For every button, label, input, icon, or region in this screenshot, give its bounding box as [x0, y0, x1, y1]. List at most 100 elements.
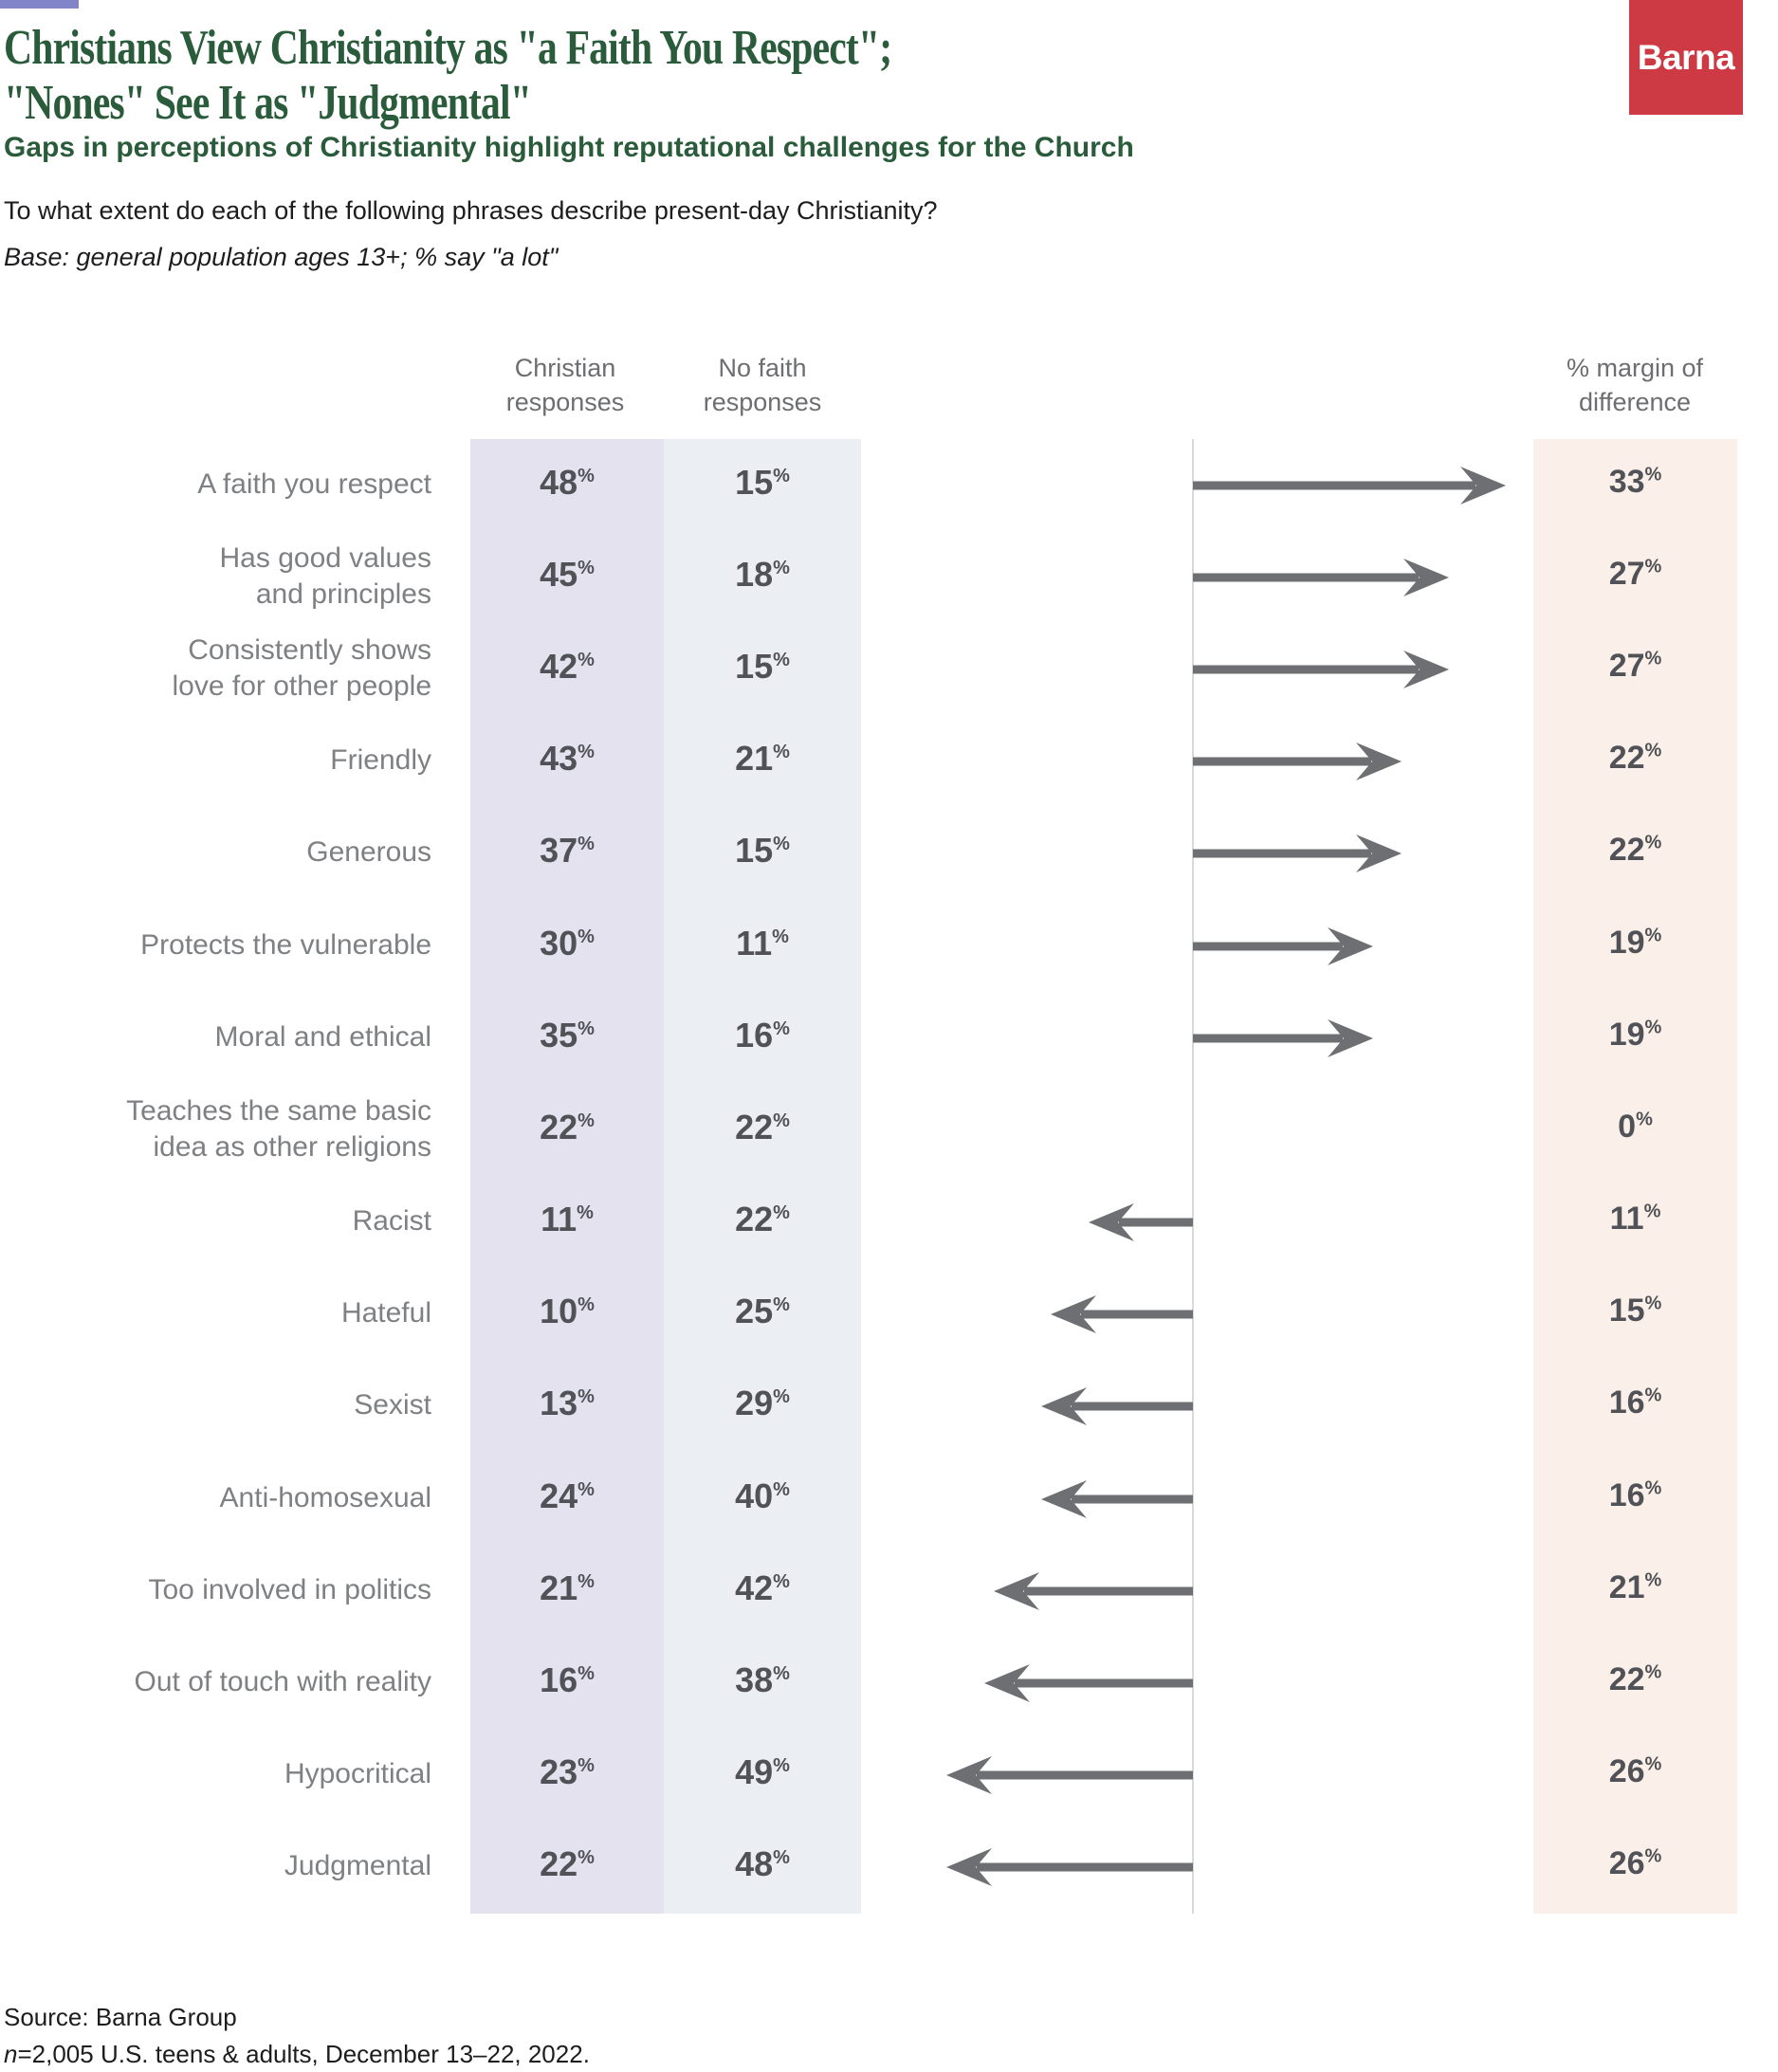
no-faith-value: 48% [664, 1844, 861, 1884]
logo-text: Barna [1637, 37, 1735, 77]
value-number: 38 [735, 1660, 774, 1700]
margin-value: 27% [1533, 648, 1737, 685]
no-faith-value: 16% [664, 1016, 861, 1055]
percent-sign: % [773, 1386, 790, 1408]
percent-sign: % [1643, 1201, 1661, 1222]
percent-sign: % [773, 1847, 790, 1869]
christian-value: 42% [470, 647, 664, 687]
value-number: 49 [735, 1752, 774, 1792]
right-arrow [1193, 926, 1373, 965]
value-number: 13 [540, 1384, 578, 1423]
percent-sign: % [1644, 740, 1662, 761]
value-number: 33 [1608, 463, 1645, 500]
row-label: Hypocritical [284, 1758, 431, 1790]
value-number: 16 [1608, 1384, 1645, 1421]
barna-logo: Barna [1629, 0, 1743, 115]
margin-value: 22% [1533, 1661, 1737, 1698]
margin-value: 15% [1533, 1293, 1737, 1329]
christian-value: 16% [470, 1660, 664, 1700]
page-title: Christians View Christianity as "a Faith… [4, 21, 1066, 131]
no-faith-value: 42% [664, 1568, 861, 1608]
christian-value: 13% [470, 1384, 664, 1423]
percent-sign: % [577, 1109, 595, 1131]
row-label: Too involved in politics [148, 1573, 432, 1605]
row-label: Generous [306, 836, 431, 869]
title-line-2: "Nones" See It as "Judgmental" [4, 76, 532, 131]
percent-sign: % [1644, 556, 1662, 578]
percent-sign: % [1644, 1017, 1662, 1038]
value-number: 37 [540, 831, 578, 871]
column-header-margin: % margin of difference [1566, 354, 1704, 417]
percent-sign: % [1636, 1109, 1653, 1130]
value-number: 22 [1608, 1661, 1645, 1698]
left-arrow [1041, 1479, 1193, 1518]
value-number: 42 [735, 1568, 774, 1607]
percent-sign: % [1644, 1569, 1662, 1591]
value-number: 11 [1609, 1201, 1644, 1238]
row-label: Protects the vulnerable [140, 928, 431, 961]
value-number: 25 [735, 1292, 774, 1331]
row-label: Friendly [330, 744, 431, 777]
value-number: 11 [541, 1200, 577, 1239]
percent-sign: % [577, 1202, 594, 1224]
percent-sign: % [1644, 1477, 1662, 1499]
percent-sign: % [773, 1755, 790, 1777]
row-label: Moral and ethical [214, 1020, 431, 1053]
accent-bar [0, 0, 79, 9]
no-faith-value: 38% [664, 1660, 861, 1700]
christian-value: 35% [470, 1016, 664, 1055]
value-number: 16 [1608, 1476, 1645, 1513]
percent-sign: % [773, 1202, 790, 1224]
row-label: Hateful [340, 1297, 431, 1329]
margin-value: 19% [1533, 1017, 1737, 1054]
percent-sign: % [773, 1018, 790, 1039]
value-number: 15 [735, 646, 774, 686]
value-number: 22 [1608, 832, 1645, 869]
right-arrow [1193, 1018, 1373, 1057]
no-faith-value: 15% [664, 831, 861, 871]
percent-sign: % [773, 465, 790, 486]
value-number: 40 [735, 1476, 774, 1515]
percent-sign: % [577, 1294, 595, 1316]
title-line-1: Christians View Christianity as "a Faith… [4, 21, 892, 75]
arrow-baseline [1192, 439, 1194, 1914]
christian-value: 45% [470, 555, 664, 595]
no-faith-value: 11% [664, 924, 861, 963]
percent-sign: % [577, 1847, 595, 1869]
row-label: Judgmental [284, 1850, 431, 1882]
value-number: 43 [540, 739, 578, 779]
value-number: 15 [735, 831, 774, 871]
christian-value: 22% [470, 1844, 664, 1884]
percent-sign: % [773, 1109, 790, 1131]
percent-sign: % [1644, 648, 1662, 669]
percent-sign: % [577, 742, 595, 763]
value-number: 29 [735, 1384, 774, 1423]
right-arrow [1193, 650, 1449, 688]
page-subtitle: Gaps in perceptions of Christianity high… [4, 132, 1134, 163]
value-number: 16 [735, 1015, 774, 1054]
percent-sign: % [772, 926, 789, 947]
value-number: 19 [1608, 924, 1645, 961]
value-number: 16 [540, 1660, 578, 1700]
no-faith-value: 15% [664, 647, 861, 687]
percent-sign: % [773, 1478, 790, 1500]
value-number: 22 [540, 1107, 578, 1146]
percent-sign: % [1644, 464, 1662, 486]
percent-sign: % [1644, 833, 1662, 854]
percent-sign: % [577, 1663, 595, 1685]
percent-sign: % [1644, 925, 1662, 946]
christian-value: 10% [470, 1292, 664, 1331]
percent-sign: % [773, 834, 790, 855]
value-number: 22 [540, 1844, 578, 1884]
value-number: 22 [735, 1107, 774, 1146]
christian-value: 43% [470, 739, 664, 779]
percent-sign: % [577, 1386, 595, 1408]
no-faith-column-band [664, 439, 861, 1914]
percent-sign: % [1644, 1293, 1662, 1314]
value-number: 26 [1608, 1753, 1645, 1790]
left-arrow [1089, 1203, 1193, 1242]
source-line: Source: Barna Group [4, 2003, 237, 2031]
christian-value: 23% [470, 1752, 664, 1792]
christian-value: 21% [470, 1568, 664, 1608]
